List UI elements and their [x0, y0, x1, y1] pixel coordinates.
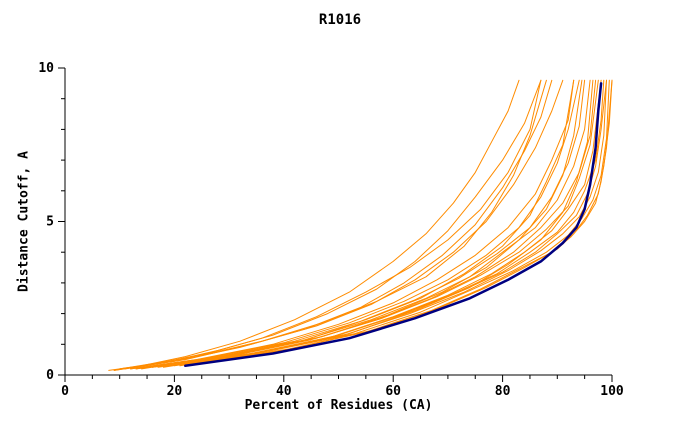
model-curve [113, 79, 542, 371]
y-tick-label: 0 [46, 368, 54, 383]
model-curve [135, 79, 586, 370]
model-curve [163, 79, 594, 367]
model-curve [168, 79, 607, 367]
model-curve [108, 79, 520, 371]
model-curve [130, 79, 575, 370]
model-curve [179, 79, 610, 367]
x-axis-label: Percent of Residues (CA) [244, 398, 433, 413]
x-tick-label: 80 [495, 384, 511, 399]
model-curve [113, 79, 542, 371]
model-curve [157, 79, 602, 368]
y-tick-label: 5 [46, 215, 54, 230]
x-tick-label: 40 [276, 384, 292, 399]
x-tick-label: 60 [385, 384, 401, 399]
highlight-curve [184, 82, 603, 368]
model-curve [130, 79, 580, 370]
model-curve [119, 79, 547, 370]
model-curve [152, 79, 583, 368]
model-curve [173, 79, 607, 367]
model-curve [124, 79, 564, 370]
y-axis-label: Distance Cutoff, A [16, 151, 32, 292]
chart-title: R1016 [318, 12, 362, 28]
x-tick-label: 100 [600, 384, 624, 399]
x-tick-label: 20 [167, 384, 183, 399]
y-tick-label: 10 [38, 61, 54, 76]
x-tick-label: 0 [61, 384, 69, 399]
